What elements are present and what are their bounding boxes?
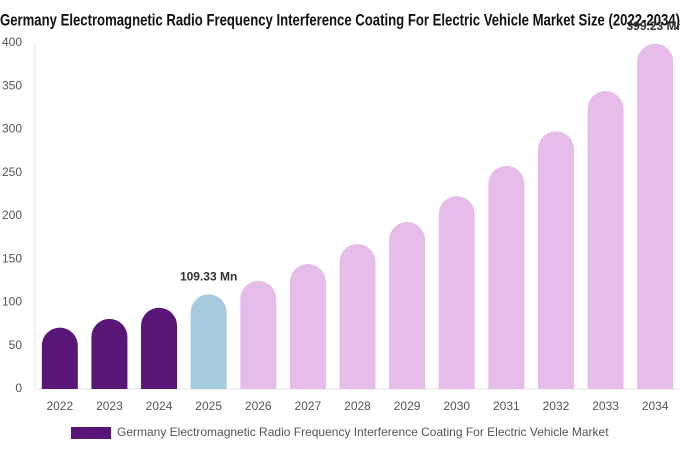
legend-label: Germany Electromagnetic Radio Frequency …: [117, 425, 609, 439]
x-tick-label: 2033: [592, 399, 619, 413]
x-tick-label: 2025: [195, 399, 222, 413]
x-tick-label: 2022: [46, 399, 73, 413]
bar: [190, 294, 227, 389]
y-tick-label: 250: [2, 165, 22, 179]
x-tick-label: 2030: [443, 399, 470, 413]
y-tick-label: 300: [2, 122, 22, 136]
bar: [240, 280, 277, 389]
y-tick-label: 150: [2, 251, 22, 265]
x-tick-label: 2027: [295, 399, 322, 413]
x-tick-label: 2032: [543, 399, 570, 413]
bar: [637, 43, 674, 390]
value-label: 109.33 Mn: [180, 270, 237, 284]
bar: [587, 91, 624, 389]
x-tick-label: 2029: [394, 399, 421, 413]
value-label: 399.23 Mn: [627, 19, 680, 33]
x-tick-label: 2024: [146, 399, 173, 413]
y-tick-label: 400: [2, 35, 22, 49]
y-tick-label: 0: [15, 381, 22, 395]
bar: [389, 222, 426, 389]
x-tick-label: 2031: [493, 399, 520, 413]
bar: [91, 318, 128, 389]
bar: [537, 131, 574, 390]
y-tick-label: 200: [2, 208, 22, 222]
legend-swatch: [71, 427, 111, 439]
x-tick-label: 2028: [344, 399, 371, 413]
chart-title: Germany Electromagnetic Radio Frequency …: [0, 10, 680, 29]
bar: [339, 244, 376, 389]
y-tick-label: 50: [9, 338, 23, 352]
bar: [141, 307, 178, 389]
y-tick-label: 350: [2, 78, 22, 92]
bar: [488, 165, 525, 389]
x-tick-label: 2034: [642, 399, 669, 413]
bar: [438, 196, 475, 389]
bar: [41, 327, 78, 389]
bar: [289, 264, 326, 389]
x-tick-label: 2023: [96, 399, 123, 413]
x-tick-label: 2026: [245, 399, 272, 413]
y-tick-label: 100: [2, 295, 22, 309]
